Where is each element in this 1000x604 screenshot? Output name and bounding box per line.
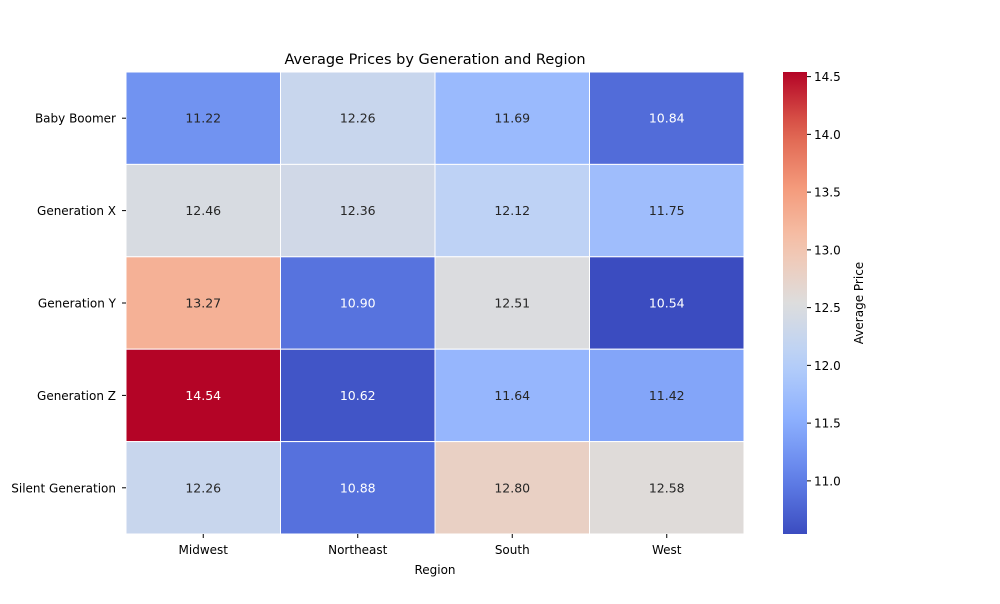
colorbar-tick-label: 14.5 [814,70,841,84]
cell-value-label: 12.12 [494,203,530,218]
cell-value-label: 12.51 [494,296,530,311]
x-axis: Midwest Northeast South West [179,534,682,557]
x-tick-label: South [495,543,530,557]
x-tick-label: Midwest [179,543,229,557]
cell-value-label: 10.88 [340,480,376,495]
cell-value-label: 11.64 [494,388,530,403]
heatmap-cell [280,348,436,443]
cell-value-label: 14.54 [185,388,221,403]
heatmap-cell [280,71,436,165]
colorbar-tick-label: 11.0 [814,474,841,488]
heatmap-cell [280,441,436,535]
colorbar-label: Average Price [852,262,866,344]
cell-value-label: 11.22 [185,111,221,126]
cell-value-label: 12.46 [185,203,221,218]
y-tick-label: Generation Y [38,297,117,311]
colorbar-tick-label: 12.0 [814,359,841,373]
heatmap-cell [434,348,590,443]
cell-value-label: 13.27 [185,296,221,311]
cell-value-label: 11.69 [494,111,530,126]
heatmap-cell [589,441,745,535]
y-tick-label: Silent Generation [11,481,116,495]
cell-value-label: 10.84 [649,111,685,126]
colorbar-tick-label: 11.5 [814,417,841,431]
heatmap-cell [280,256,436,350]
chart-title: Average Prices by Generation and Region [284,52,585,68]
x-tick-label: West [652,543,682,557]
heatmap-cell [589,256,745,350]
colorbar: 11.0 11.5 12.0 12.5 13.0 13.5 14.0 14.5 Average … [783,70,866,534]
heatmap-cell [125,163,281,258]
y-tick-label: Generation Z [37,389,116,403]
heatmap-cell [434,71,590,165]
y-axis: Baby Boomer Generation X Generation Y Gener… [11,112,126,495]
x-axis-label: Region [414,563,455,577]
cell-value-label: 10.54 [649,296,685,311]
cell-value-label: 10.90 [340,296,376,311]
heatmap-cell [589,163,745,258]
colorbar-gradient [783,72,807,534]
cell-value-label: 12.26 [340,111,376,126]
heatmap-cell [434,441,590,535]
x-tick-label: Northeast [328,543,388,557]
colorbar-tick-label: 13.5 [814,186,841,200]
heatmap-cell [589,348,745,443]
heatmap-cell [125,71,281,165]
y-tick-label: Baby Boomer [35,112,116,126]
y-tick-label: Generation X [37,204,116,218]
heatmap-cell [125,348,281,443]
heatmap-cell [589,71,745,165]
heatmap-cells: 11.22 12.26 11.69 10.84 12.46 12.36 12.12 11.75… [125,71,745,535]
cell-value-label: 12.36 [340,203,376,218]
cell-value-label: 10.62 [340,388,376,403]
cell-value-label: 11.75 [649,203,685,218]
colorbar-tick-label: 12.5 [814,301,841,315]
cell-value-label: 12.80 [494,480,530,495]
heatmap-cell [125,441,281,535]
cell-value-label: 12.58 [649,480,685,495]
colorbar-tick-label: 13.0 [814,243,841,257]
cell-value-label: 12.26 [185,480,221,495]
cell-value-label: 11.42 [649,388,685,403]
heatmap-cell [280,163,436,258]
colorbar-tick-label: 14.0 [814,128,841,142]
